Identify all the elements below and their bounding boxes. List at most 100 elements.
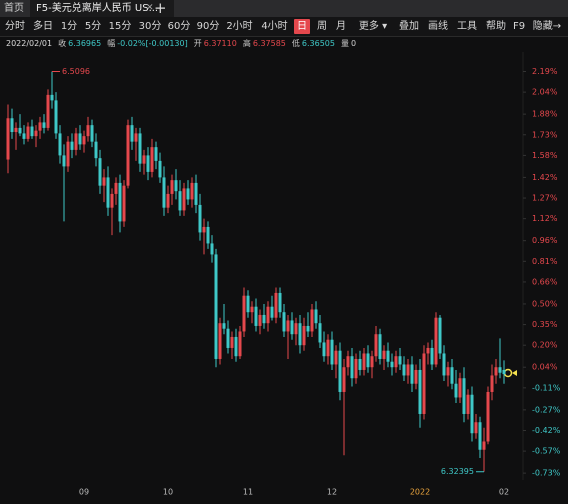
candle-body <box>54 100 58 134</box>
candle-body <box>426 347 430 354</box>
candle-body <box>114 182 118 194</box>
candle-body <box>190 182 194 200</box>
candle-body <box>118 182 122 222</box>
candle-body <box>334 350 338 365</box>
y-tick-label: 0.20% <box>532 341 558 350</box>
candle-body <box>230 336 234 348</box>
candle-body <box>494 367 498 376</box>
candle-body <box>14 127 18 133</box>
candle-body <box>102 177 106 186</box>
toolbar-item[interactable]: 周 <box>317 21 327 32</box>
info-value: 6.36505 <box>301 39 335 48</box>
toolbar-item[interactable]: 90分 <box>196 21 220 32</box>
y-tick-label: 1.27% <box>532 194 558 203</box>
toolbar-item[interactable]: 帮助 <box>486 21 506 32</box>
candle-body <box>166 193 170 208</box>
toolbar-item[interactable]: 分时 <box>5 21 25 32</box>
toolbar-item[interactable]: 2小时 <box>226 21 253 32</box>
candle-body <box>358 358 362 370</box>
candle-body <box>262 314 266 324</box>
toolbar-item[interactable]: 工具 <box>457 21 477 32</box>
y-tick-label: 0.35% <box>532 320 558 329</box>
y-tick-label: -0.11% <box>532 383 561 392</box>
candle-body <box>242 295 246 332</box>
candle-body <box>18 127 22 134</box>
candle-body <box>418 369 422 414</box>
x-tick-label: 02 <box>499 488 509 497</box>
candle-body <box>38 122 42 131</box>
candle-body <box>314 309 318 324</box>
candle-body <box>290 320 294 335</box>
candle-body <box>310 309 314 332</box>
toolbar-item[interactable]: 1分 <box>60 21 78 32</box>
candle-body <box>326 339 330 357</box>
candle-body <box>174 180 178 192</box>
toolbar-item[interactable]: 更多 ▾ <box>358 21 388 32</box>
candle-body <box>186 188 190 200</box>
y-tick-label: 1.12% <box>532 214 558 223</box>
candle-body <box>286 320 290 332</box>
candle-body <box>502 369 506 375</box>
toolbar-item[interactable]: 4小时 <box>261 21 288 32</box>
info-row: 2022/02/01 收 6.36965 幅 -0.02%[-0.00130] 开 6.37… <box>0 37 568 50</box>
candle-body <box>142 155 146 164</box>
candle-body <box>154 147 158 161</box>
candle-body <box>98 158 102 186</box>
candle-body <box>446 367 450 376</box>
toolbar: 分时 多日 1分 5分 15分 30分 60分 90分 2小时 4小时日周月 更多 ▾ 叠加 画线 工具帮… <box>0 17 568 37</box>
candle-body <box>482 441 486 450</box>
toolbar-item[interactable]: 隐藏→ <box>532 21 562 32</box>
candle-body <box>66 141 70 167</box>
candle-body <box>6 118 10 160</box>
candle-body <box>282 312 286 332</box>
candle-body <box>10 118 14 133</box>
candle-body <box>438 317 442 354</box>
toolbar-item[interactable]: 叠加 <box>399 21 419 32</box>
candle-body <box>298 323 302 346</box>
last-marker <box>503 368 517 378</box>
close-tab[interactable]: ✕ <box>146 3 154 13</box>
candle-body <box>62 155 66 167</box>
toolbar-item[interactable]: 60分 <box>167 21 191 32</box>
candle-body <box>386 350 390 362</box>
toolbar-item[interactable]: 30分 <box>138 21 162 32</box>
toolbar-item-active[interactable]: 日 <box>294 19 310 34</box>
info-label: 收 <box>58 39 67 48</box>
y-tick-label: 1.42% <box>532 173 558 182</box>
candle-body <box>50 94 54 101</box>
x-tick-label: 11 <box>243 488 253 497</box>
candle-body <box>402 364 406 376</box>
candle-body <box>322 342 326 357</box>
candle-body <box>210 243 214 255</box>
candle-body <box>450 367 454 384</box>
toolbar-item[interactable]: 15分 <box>108 21 132 32</box>
add-tab[interactable]: + <box>154 0 167 17</box>
candle-body <box>454 383 458 398</box>
toolbar-item[interactable]: 5分 <box>84 21 102 32</box>
toolbar-item[interactable]: F9 <box>512 21 526 32</box>
candle-body <box>34 130 38 137</box>
candle-body <box>442 353 446 376</box>
candle-body <box>318 323 322 343</box>
candle-body <box>274 292 278 318</box>
candle-body <box>158 160 162 178</box>
candle-body <box>330 339 334 365</box>
candle-body <box>122 185 126 222</box>
toolbar-item[interactable]: 多日 <box>33 21 53 32</box>
info-value: -0.02%[-0.00130] <box>117 39 188 48</box>
candle-body <box>462 378 466 414</box>
candle-body <box>26 126 30 139</box>
toolbar-item[interactable]: 月 <box>336 21 346 32</box>
candle-body <box>110 193 114 208</box>
toolbar-item[interactable]: 画线 <box>428 21 448 32</box>
active-tab[interactable]: F5-美元兑离岸人民币 US... <box>30 0 174 17</box>
candle-body <box>178 191 182 211</box>
candle-body <box>226 328 230 348</box>
candle-body <box>70 141 74 150</box>
candle-body <box>206 226 210 244</box>
candle-body <box>130 125 134 142</box>
candle-body <box>106 177 110 208</box>
candle-body <box>246 295 250 313</box>
high-annotation: 6.5096 <box>62 67 90 76</box>
home-tab[interactable]: 首页 <box>4 3 24 14</box>
